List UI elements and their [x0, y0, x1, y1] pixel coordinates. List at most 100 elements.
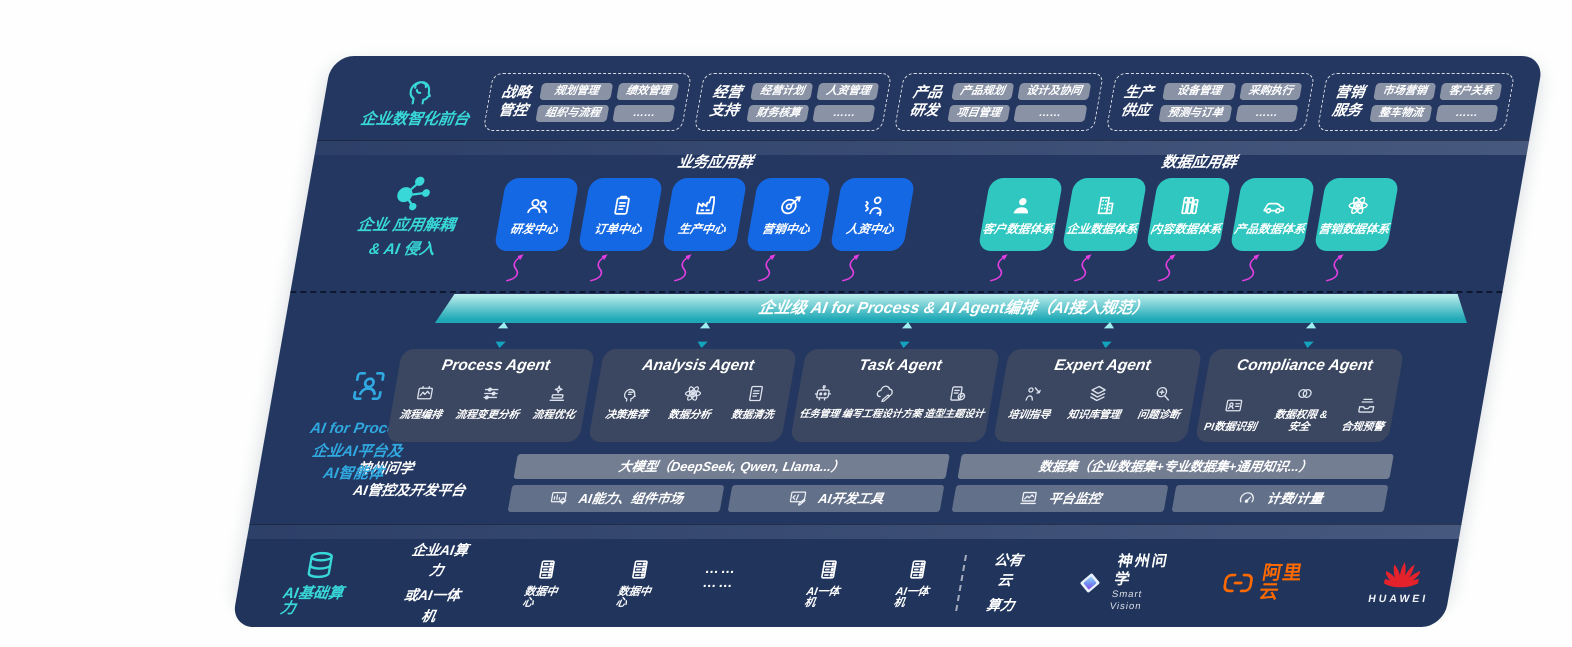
agent-capability: 决策推荐	[604, 383, 653, 421]
chip: 客户关系	[1439, 82, 1503, 100]
enterprise-data-box: 企业数据体系	[1061, 178, 1148, 251]
group-strategy: 战略管控 规划管理 绩效管理 组织与流程 ……	[482, 73, 693, 131]
app-box-wrap: 客户数据体系	[977, 178, 1064, 282]
agent-row: Process Agent 流程编排 流程变更分析 流程优化 Analysis …	[385, 322, 1405, 442]
model-bar: 大模型（DeepSeek, Qwen, Llama...）	[513, 453, 950, 479]
chip: 设备管理	[1162, 82, 1237, 100]
aliyun-logo: 阿里云	[1220, 563, 1315, 603]
agent-capability: 问题诊断	[1137, 383, 1186, 421]
chip: ……	[1013, 104, 1088, 122]
app-box-wrap: 研发中心	[493, 178, 580, 282]
tray-alert-icon	[1354, 395, 1379, 416]
car-icon	[1259, 193, 1288, 218]
gauge-icon	[1235, 488, 1259, 508]
person-scan-icon	[346, 367, 391, 405]
workflow-orchestration-icon	[412, 383, 437, 404]
flow-arrow-icon	[842, 254, 860, 282]
sync-arrow-icon	[1101, 322, 1115, 348]
agent-capability: 流程变更分析	[455, 383, 525, 421]
chip: 绩效管理	[616, 82, 680, 100]
business-group-title: 业务应用群	[676, 154, 755, 171]
agent-capability: 合规预警	[1340, 395, 1389, 433]
building-icon	[1091, 193, 1120, 218]
robot-icon	[811, 383, 836, 404]
chip: 市场营销	[1373, 82, 1437, 100]
billing-cell: 计费/计量	[1171, 484, 1389, 512]
orchestration-zone: 企业级 AI for Process & AI Agent编排（AI接入规范）	[285, 291, 1503, 323]
platform-row: 神州问学 AI管控及开发平台 大模型（DeepSeek, Qwen, Llama…	[350, 453, 1394, 512]
dataset-column: 数据集（企业数据集+专业数据集+通用知识...） 平台监控 计费/计量	[951, 453, 1394, 512]
data-app-group: 数据应用群 客户数据体系 企业数据体系	[977, 154, 1407, 282]
flow-arrow-icon	[990, 254, 1008, 282]
tablet-check-icon	[946, 383, 971, 404]
platform-edge	[314, 140, 1530, 155]
app-box-wrap: 内容数据体系	[1145, 178, 1232, 282]
shenzhou-logo-icon	[1080, 573, 1100, 593]
flow-arrow-icon	[1158, 254, 1176, 282]
infra-band: AI基础算力 企业AI算力 或AI一体机 数据中心 数据中心 …… …… AI一…	[231, 538, 1459, 627]
server-icon	[532, 557, 561, 582]
chip: ……	[1235, 104, 1299, 122]
chip: 人资管理	[816, 82, 880, 100]
server-icon	[626, 557, 655, 582]
molecule-icon	[388, 173, 435, 213]
target-icon	[775, 193, 804, 218]
model-column: 大模型（DeepSeek, Qwen, Llama...） AI能力、组件市场 …	[507, 453, 950, 512]
ai-label-line3: AI智能体	[321, 465, 385, 482]
front-office-title: 企业数智化前台	[359, 111, 471, 129]
chip: 采购执行	[1239, 82, 1303, 100]
app-layer-label-line2: & AI 侵入	[367, 240, 437, 258]
chip: ……	[1435, 104, 1499, 122]
components-market-icon	[547, 488, 571, 508]
orchestration-band: 企业级 AI for Process & AI Agent编排（AI接入规范）	[435, 294, 1472, 323]
id-card-icon	[1222, 395, 1247, 416]
platform-edge	[246, 523, 1462, 539]
app-box-wrap: 营销中心	[745, 178, 832, 282]
people-flow-icon	[859, 193, 888, 218]
chip: 产品规划	[950, 82, 1014, 100]
chip: 组织与流程	[535, 104, 610, 122]
aliyun-logo-icon	[1223, 573, 1253, 593]
sliders-icon	[479, 383, 504, 404]
atom-icon	[1343, 193, 1372, 218]
magnifier-icon	[1150, 383, 1175, 404]
app-layer-label-line1: 企业 应用解耦	[355, 217, 457, 234]
agent-capability: 数据权限 & 安全	[1265, 383, 1340, 433]
ai-layer-band: AI for Process 企业AI平台及 AI智能体 Process Age…	[252, 322, 1497, 512]
chip: 经营计划	[750, 82, 814, 100]
infra-label: AI基础算力	[279, 549, 354, 617]
sync-arrow-icon	[899, 322, 913, 348]
rings-icon	[1293, 383, 1318, 404]
data-center-node: 数据中心	[615, 557, 661, 609]
head-brain-icon	[400, 73, 440, 107]
flow-arrow-icon	[1074, 254, 1092, 282]
marketing-center-box: 营销中心	[745, 178, 832, 251]
capability-market-cell: AI能力、组件市场	[507, 484, 725, 512]
orchestration-band-text: 企业级 AI for Process & AI Agent编排（AI接入规范）	[757, 299, 1151, 317]
server-icon	[814, 557, 843, 582]
flow-arrow-icon	[674, 254, 692, 282]
clipboard-icon	[607, 193, 636, 218]
flow-arrow-icon	[758, 254, 776, 282]
platform-monitor-cell: 平台监控	[951, 484, 1169, 512]
document-icon	[744, 383, 769, 404]
order-center-box: 订单中心	[577, 178, 664, 251]
rd-center-box: 研发中心	[493, 178, 580, 251]
public-cloud-label: 公有云 算力	[984, 551, 1024, 614]
agent-capability: 培训指导	[1007, 383, 1056, 421]
app-box-wrap: 人资中心	[829, 178, 916, 282]
huawei-logo: HUAWEI	[1367, 561, 1435, 605]
analysis-agent-card: Analysis Agent 决策推荐 数据分析 数据清洗	[588, 322, 798, 442]
sync-arrow-icon	[1303, 322, 1317, 348]
group-product-rd: 产品研发 产品规划 设计及协同 项目管理 ……	[894, 73, 1104, 131]
flow-arrow-icon	[1326, 254, 1344, 282]
chip: 项目管理	[947, 104, 1011, 122]
front-office-band: 企业数智化前台 战略管控 规划管理 绩效管理 组织与流程 …… 经营支持 经营计…	[317, 56, 1544, 140]
chip: ……	[612, 104, 676, 122]
training-icon	[1021, 383, 1046, 404]
chip: 设计及协同	[1016, 82, 1091, 100]
app-box-wrap: 订单中心	[577, 178, 664, 282]
dev-tools-cell: AI开发工具	[727, 484, 945, 512]
agent-capability: 任务管理	[798, 383, 845, 421]
group-operations: 经营支持 经营计划 人资管理 财务核算 ……	[694, 73, 893, 131]
